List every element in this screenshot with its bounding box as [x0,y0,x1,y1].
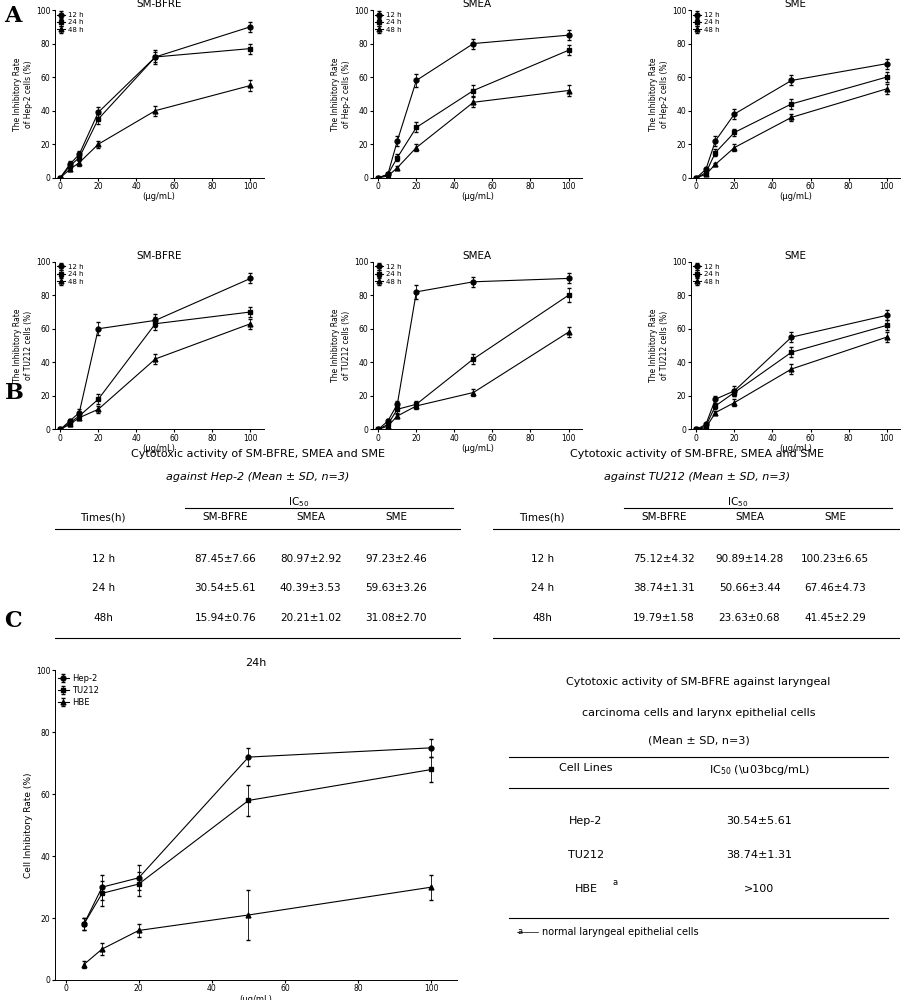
X-axis label: (μg/mL): (μg/mL) [239,995,273,1000]
Text: 75.12±4.32: 75.12±4.32 [634,554,695,564]
Text: IC$_{50}$ (\u03bcg/mL): IC$_{50}$ (\u03bcg/mL) [709,763,809,777]
Text: SMEA: SMEA [296,512,325,522]
Legend: 12 h, 24 h, 48 h: 12 h, 24 h, 48 h [375,12,402,33]
Y-axis label: The Inhibitory Rate
of TU212 cells (%): The Inhibitory Rate of TU212 cells (%) [13,309,33,382]
Text: 24 h: 24 h [531,583,554,593]
Text: normal laryngeal epithelial cells: normal laryngeal epithelial cells [542,927,698,937]
X-axis label: (μg/mL): (μg/mL) [779,444,812,453]
Text: SME: SME [824,512,846,522]
Text: A: A [5,5,22,27]
Text: SM-BFRE: SM-BFRE [642,512,687,522]
Text: 90.89±14.28: 90.89±14.28 [715,554,784,564]
Text: 12 h: 12 h [92,554,115,564]
Y-axis label: Cell Inhibitory Rate (%): Cell Inhibitory Rate (%) [25,772,33,878]
Text: 31.08±2.70: 31.08±2.70 [365,613,426,623]
Text: 24 h: 24 h [92,583,115,593]
Y-axis label: The Inhibitory Rate
of Hep-2 cells (%): The Inhibitory Rate of Hep-2 cells (%) [649,57,669,131]
Text: 87.45±7.66: 87.45±7.66 [195,554,256,564]
Y-axis label: The Inhibitory Rate
of TU212 cells (%): The Inhibitory Rate of TU212 cells (%) [331,309,351,382]
Title: SME: SME [784,0,806,9]
X-axis label: (μg/mL): (μg/mL) [143,192,175,201]
Text: 48h: 48h [533,613,552,623]
Text: IC$_{50}$: IC$_{50}$ [288,495,309,509]
Text: B: B [5,382,24,404]
Text: 97.23±2.46: 97.23±2.46 [365,554,427,564]
Text: Cytotoxic activity of SM-BFRE against laryngeal: Cytotoxic activity of SM-BFRE against la… [566,677,831,687]
Text: 15.94±0.76: 15.94±0.76 [195,613,256,623]
Text: Times(h): Times(h) [81,512,126,522]
Text: 41.45±2.29: 41.45±2.29 [804,613,865,623]
Text: SM-BFRE: SM-BFRE [203,512,248,522]
Title: SMEA: SMEA [463,0,492,9]
Text: 80.97±2.92: 80.97±2.92 [280,554,342,564]
Text: IC$_{50}$: IC$_{50}$ [727,495,748,509]
Text: Cytotoxic activity of SM-BFRE, SMEA and SME: Cytotoxic activity of SM-BFRE, SMEA and … [570,449,824,459]
Text: (Mean ± SD, n=3): (Mean ± SD, n=3) [648,735,750,745]
Text: 12 h: 12 h [531,554,554,564]
Text: against TU212 (Mean ± SD, n=3): against TU212 (Mean ± SD, n=3) [604,472,790,482]
Legend: 12 h, 24 h, 48 h: 12 h, 24 h, 48 h [693,12,720,33]
X-axis label: (μg/mL): (μg/mL) [143,444,175,453]
Legend: 12 h, 24 h, 48 h: 12 h, 24 h, 48 h [56,12,84,33]
Text: Cell Lines: Cell Lines [559,763,613,773]
Legend: 12 h, 24 h, 48 h: 12 h, 24 h, 48 h [375,264,402,285]
X-axis label: (μg/mL): (μg/mL) [779,192,812,201]
Title: SM-BFRE: SM-BFRE [136,251,182,261]
X-axis label: (μg/mL): (μg/mL) [461,192,494,201]
X-axis label: (μg/mL): (μg/mL) [461,444,494,453]
Y-axis label: The Inhibitory Rate
of TU212 cells (%): The Inhibitory Rate of TU212 cells (%) [649,309,669,382]
Text: 67.46±4.73: 67.46±4.73 [804,583,865,593]
Text: 23.63±0.68: 23.63±0.68 [719,613,780,623]
Text: 48h: 48h [94,613,114,623]
Text: 30.54±5.61: 30.54±5.61 [195,583,256,593]
Title: SM-BFRE: SM-BFRE [136,0,182,9]
Text: >100: >100 [744,884,774,894]
Legend: 12 h, 24 h, 48 h: 12 h, 24 h, 48 h [693,264,720,285]
Text: Hep-2: Hep-2 [569,816,603,826]
Text: 38.74±1.31: 38.74±1.31 [726,850,792,860]
Text: a: a [517,927,523,936]
Text: against Hep-2 (Mean ± SD, n=3): against Hep-2 (Mean ± SD, n=3) [166,472,349,482]
Text: Times(h): Times(h) [520,512,565,522]
Text: C: C [5,610,22,632]
Text: a: a [612,878,617,887]
Legend: 12 h, 24 h, 48 h: 12 h, 24 h, 48 h [56,264,84,285]
Text: Cytotoxic activity of SM-BFRE, SMEA and SME: Cytotoxic activity of SM-BFRE, SMEA and … [131,449,385,459]
Text: 50.66±3.44: 50.66±3.44 [719,583,780,593]
Text: SME: SME [385,512,407,522]
Text: 40.39±3.53: 40.39±3.53 [280,583,342,593]
Title: SME: SME [784,251,806,261]
Text: SMEA: SMEA [735,512,764,522]
Text: HBE: HBE [574,884,597,894]
Text: carcinoma cells and larynx epithelial cells: carcinoma cells and larynx epithelial ce… [582,708,815,718]
Legend: Hep-2, TU212, HBE: Hep-2, TU212, HBE [58,674,99,707]
Text: 59.63±3.26: 59.63±3.26 [365,583,427,593]
Title: 24h: 24h [245,658,266,668]
Text: 20.21±1.02: 20.21±1.02 [280,613,342,623]
Y-axis label: The Inhibitory Rate
of Hep-2 cells (%): The Inhibitory Rate of Hep-2 cells (%) [331,57,351,131]
Text: 100.23±6.65: 100.23±6.65 [801,554,869,564]
Text: 38.74±1.31: 38.74±1.31 [634,583,695,593]
Title: SMEA: SMEA [463,251,492,261]
Text: 30.54±5.61: 30.54±5.61 [726,816,792,826]
Text: TU212: TU212 [568,850,604,860]
Y-axis label: The Inhibitory Rate
of Hep-2 cells (%): The Inhibitory Rate of Hep-2 cells (%) [13,57,33,131]
Text: 19.79±1.58: 19.79±1.58 [634,613,695,623]
